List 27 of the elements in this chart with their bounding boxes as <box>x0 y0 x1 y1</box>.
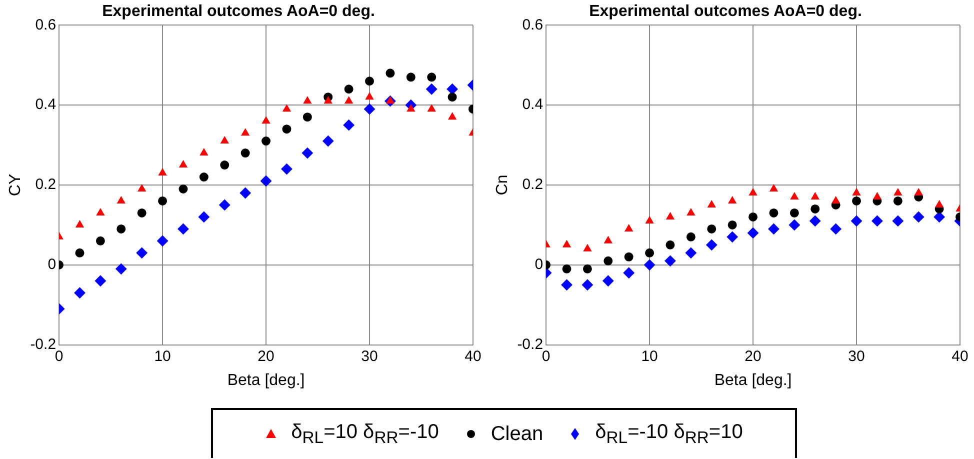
y-tick-label: -0.2 <box>30 336 56 353</box>
chart-title: Experimental outcomes AoA=0 deg. <box>589 3 862 20</box>
y-tick-label: 0.2 <box>522 176 544 194</box>
x-axis-title: Beta [deg.] <box>714 372 792 389</box>
x-tick-label: 10 <box>641 348 658 365</box>
x-tick-label: 30 <box>848 348 865 365</box>
legend-label: Clean <box>490 422 544 446</box>
x-tick-label: 40 <box>464 348 482 365</box>
y-tick-label: 0.6 <box>35 16 56 34</box>
y-tick-label: -0.2 <box>517 336 544 353</box>
chart-title: Experimental outcomes AoA=0 deg. <box>102 3 375 20</box>
x-tick-label: 20 <box>744 348 762 365</box>
x-tick-label: 40 <box>952 348 968 365</box>
y-tick-label: 0.4 <box>522 96 544 114</box>
y-tick-label: 0.6 <box>522 16 544 34</box>
y-axis-title: Cn <box>494 174 512 196</box>
y-tick-label: 0.2 <box>35 176 56 194</box>
y-tick-label: 0.4 <box>35 96 56 114</box>
y-tick-label: 0 <box>48 256 56 274</box>
x-tick-label: 10 <box>154 348 171 365</box>
x-tick-label: 20 <box>258 348 274 365</box>
y-axis-title: CY <box>7 174 24 196</box>
x-tick-label: 30 <box>361 348 378 365</box>
x-axis-title: Beta [deg.] <box>227 372 305 389</box>
legend-label: δ$_{RL}$=10 δ$_{RR}$=-10 <box>291 420 439 448</box>
y-tick-label: 0 <box>534 256 544 274</box>
legend-label: δ$_{RL}$=-10 δ$_{RR}$=10 <box>595 420 743 448</box>
